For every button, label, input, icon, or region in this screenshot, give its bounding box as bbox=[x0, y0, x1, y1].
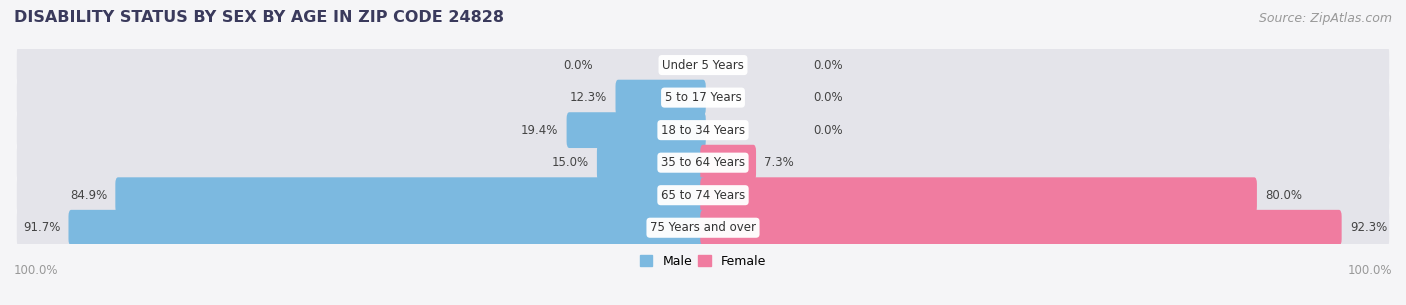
FancyBboxPatch shape bbox=[17, 44, 1389, 86]
FancyBboxPatch shape bbox=[700, 177, 1257, 213]
FancyBboxPatch shape bbox=[616, 80, 706, 116]
FancyBboxPatch shape bbox=[115, 177, 706, 213]
FancyBboxPatch shape bbox=[567, 112, 706, 148]
Text: 7.3%: 7.3% bbox=[765, 156, 794, 169]
Text: 100.0%: 100.0% bbox=[1347, 264, 1392, 277]
Text: 100.0%: 100.0% bbox=[14, 264, 59, 277]
Text: 35 to 64 Years: 35 to 64 Years bbox=[661, 156, 745, 169]
Text: 0.0%: 0.0% bbox=[813, 59, 842, 72]
FancyBboxPatch shape bbox=[69, 210, 706, 246]
Text: 5 to 17 Years: 5 to 17 Years bbox=[665, 91, 741, 104]
FancyBboxPatch shape bbox=[17, 142, 1389, 184]
Text: 0.0%: 0.0% bbox=[813, 124, 842, 137]
Text: 19.4%: 19.4% bbox=[522, 124, 558, 137]
FancyBboxPatch shape bbox=[700, 210, 1341, 246]
Text: 0.0%: 0.0% bbox=[564, 59, 593, 72]
FancyBboxPatch shape bbox=[17, 77, 1389, 119]
Text: 84.9%: 84.9% bbox=[70, 189, 107, 202]
Text: Under 5 Years: Under 5 Years bbox=[662, 59, 744, 72]
Text: Source: ZipAtlas.com: Source: ZipAtlas.com bbox=[1258, 13, 1392, 25]
Text: 80.0%: 80.0% bbox=[1265, 189, 1302, 202]
Text: 92.3%: 92.3% bbox=[1350, 221, 1388, 234]
Text: 0.0%: 0.0% bbox=[813, 91, 842, 104]
Text: DISABILITY STATUS BY SEX BY AGE IN ZIP CODE 24828: DISABILITY STATUS BY SEX BY AGE IN ZIP C… bbox=[14, 10, 505, 25]
Text: 75 Years and over: 75 Years and over bbox=[650, 221, 756, 234]
FancyBboxPatch shape bbox=[17, 109, 1389, 151]
Text: 18 to 34 Years: 18 to 34 Years bbox=[661, 124, 745, 137]
FancyBboxPatch shape bbox=[598, 145, 706, 181]
Text: 91.7%: 91.7% bbox=[22, 221, 60, 234]
FancyBboxPatch shape bbox=[700, 145, 756, 181]
Text: 65 to 74 Years: 65 to 74 Years bbox=[661, 189, 745, 202]
FancyBboxPatch shape bbox=[17, 174, 1389, 216]
FancyBboxPatch shape bbox=[17, 206, 1389, 249]
Text: 12.3%: 12.3% bbox=[569, 91, 607, 104]
Text: 15.0%: 15.0% bbox=[551, 156, 589, 169]
Legend: Male, Female: Male, Female bbox=[636, 250, 770, 273]
